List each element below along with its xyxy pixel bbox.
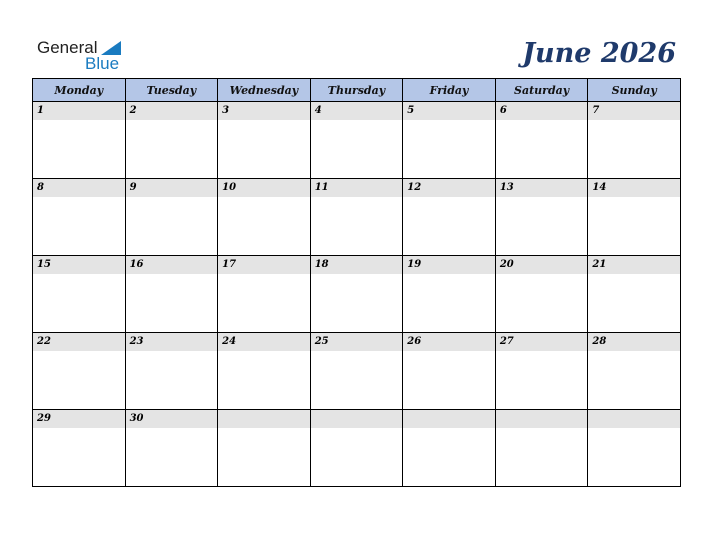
day-number: 5 (403, 102, 495, 120)
day-cell[interactable]: 4 (309, 101, 404, 179)
day-number: 19 (403, 256, 495, 274)
weekday-wednesday: Wednesday (217, 78, 311, 102)
day-cell[interactable]: 15 (32, 255, 126, 333)
day-number: 21 (588, 256, 680, 274)
calendar-grid: Monday Tuesday Wednesday Thursday Friday Satu… (32, 78, 681, 487)
day-number (588, 410, 680, 428)
week-row: 8 9 10 11 12 13 14 (32, 178, 681, 256)
day-cell[interactable]: 13 (494, 178, 589, 256)
day-number: 10 (218, 179, 310, 197)
weekday-sunday: Sunday (587, 78, 681, 102)
day-cell[interactable]: 29 (32, 409, 126, 487)
day-number (495, 410, 588, 428)
day-number: 26 (403, 333, 495, 351)
day-number: 6 (495, 102, 588, 120)
day-cell[interactable]: 22 (32, 332, 126, 410)
day-cell[interactable] (217, 409, 311, 487)
weekday-thursday: Thursday (309, 78, 404, 102)
weekday-friday: Friday (402, 78, 496, 102)
day-number: 4 (310, 102, 403, 120)
day-cell[interactable]: 12 (402, 178, 496, 256)
day-number: 9 (125, 179, 218, 197)
day-cell[interactable]: 10 (217, 178, 311, 256)
day-number: 28 (588, 333, 680, 351)
logo: General Blue (37, 38, 121, 73)
day-cell[interactable]: 25 (309, 332, 404, 410)
day-cell[interactable]: 23 (124, 332, 219, 410)
day-cell[interactable]: 17 (217, 255, 311, 333)
day-cell[interactable] (587, 409, 681, 487)
day-cell[interactable] (309, 409, 404, 487)
day-cell[interactable]: 20 (494, 255, 589, 333)
day-number: 18 (310, 256, 403, 274)
day-number: 14 (588, 179, 680, 197)
day-number: 29 (33, 410, 125, 428)
day-number (218, 410, 310, 428)
day-number (403, 410, 495, 428)
day-number: 20 (495, 256, 588, 274)
weekday-saturday: Saturday (494, 78, 589, 102)
day-number (310, 410, 403, 428)
day-cell[interactable]: 1 (32, 101, 126, 179)
day-number: 23 (125, 333, 218, 351)
week-row: 15 16 17 18 19 20 21 (32, 255, 681, 333)
day-number: 7 (588, 102, 680, 120)
day-number: 16 (125, 256, 218, 274)
day-number: 3 (218, 102, 310, 120)
day-number: 24 (218, 333, 310, 351)
day-cell[interactable]: 2 (124, 101, 219, 179)
day-cell[interactable]: 28 (587, 332, 681, 410)
day-cell[interactable]: 3 (217, 101, 311, 179)
day-number: 27 (495, 333, 588, 351)
logo-general: General (37, 38, 98, 57)
day-number: 15 (33, 256, 125, 274)
day-cell[interactable]: 5 (402, 101, 496, 179)
day-number: 2 (125, 102, 218, 120)
day-number: 30 (125, 410, 218, 428)
day-number: 13 (495, 179, 588, 197)
day-number: 22 (33, 333, 125, 351)
day-cell[interactable]: 18 (309, 255, 404, 333)
day-cell[interactable]: 27 (494, 332, 589, 410)
week-row: 22 23 24 25 26 27 28 (32, 332, 681, 410)
day-cell[interactable]: 14 (587, 178, 681, 256)
page-title: June 2026 (522, 38, 676, 69)
day-cell[interactable] (494, 409, 589, 487)
day-cell[interactable]: 21 (587, 255, 681, 333)
day-number: 25 (310, 333, 403, 351)
logo-blue: Blue (85, 54, 120, 73)
day-cell[interactable]: 16 (124, 255, 219, 333)
day-cell[interactable]: 26 (402, 332, 496, 410)
day-cell[interactable]: 30 (124, 409, 219, 487)
day-number: 17 (218, 256, 310, 274)
day-cell[interactable]: 11 (309, 178, 404, 256)
day-number: 11 (310, 179, 403, 197)
day-cell[interactable]: 9 (124, 178, 219, 256)
day-cell[interactable]: 7 (587, 101, 681, 179)
day-number: 1 (33, 102, 125, 120)
day-number: 8 (33, 179, 125, 197)
day-cell[interactable]: 24 (217, 332, 311, 410)
week-row: 29 30 (32, 409, 681, 487)
weekday-monday: Monday (32, 78, 126, 102)
day-cell[interactable]: 8 (32, 178, 126, 256)
day-cell[interactable]: 19 (402, 255, 496, 333)
weekday-tuesday: Tuesday (124, 78, 219, 102)
day-cell[interactable]: 6 (494, 101, 589, 179)
day-cell[interactable] (402, 409, 496, 487)
logo-triangle-icon (101, 41, 121, 55)
day-number: 12 (403, 179, 495, 197)
weekday-header-row: Monday Tuesday Wednesday Thursday Friday Satu… (32, 78, 681, 102)
